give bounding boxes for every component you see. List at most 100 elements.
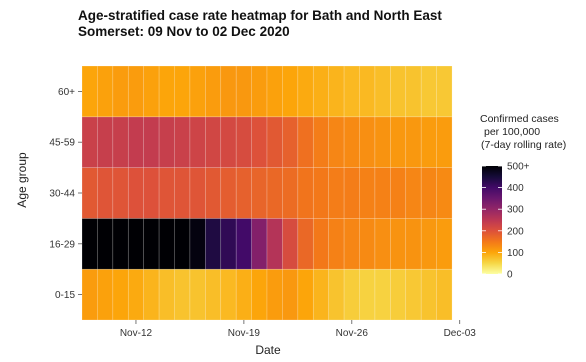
x-axis-ticks: Nov-12 Nov-19 Nov-26 Dec-03	[120, 320, 476, 339]
heatmap-cell	[266, 268, 283, 321]
heatmap-cell	[266, 116, 283, 168]
heatmap-cell	[312, 167, 330, 219]
heatmap-cell	[328, 65, 345, 118]
heatmap-cell	[220, 268, 237, 321]
heatmap-cell	[359, 268, 376, 321]
heatmap-cell	[205, 116, 222, 168]
heatmap-cell	[158, 218, 175, 270]
heatmap-cell	[328, 116, 345, 168]
heatmap-cell	[235, 167, 252, 219]
heatmap-cell	[405, 268, 422, 321]
legend-title-line-1: Confirmed cases	[480, 113, 559, 125]
heatmap-cell	[359, 116, 376, 168]
heatmap-cell	[174, 218, 191, 270]
heatmap-cell	[436, 65, 453, 118]
heatmap-cell	[297, 167, 314, 219]
heatmap-cell	[297, 65, 314, 118]
heatmap-cell	[266, 65, 283, 118]
heatmap-cell	[112, 268, 129, 321]
heatmap-cell	[251, 116, 268, 168]
heatmap-cell	[390, 65, 407, 118]
heatmap-cell	[97, 218, 114, 270]
heatmap-cell	[297, 268, 314, 321]
heatmap-cell	[143, 218, 160, 270]
heatmap-cell	[359, 65, 376, 118]
heatmap-cell	[112, 65, 129, 118]
heatmap-cell	[127, 218, 145, 270]
heatmap-cell	[374, 65, 391, 118]
heatmap-cell	[297, 116, 314, 168]
heatmap-cell	[127, 167, 145, 219]
heatmap-cell	[235, 218, 252, 270]
heatmap-cells	[81, 65, 453, 321]
color-legend: Confirmed cases per 100,000 (7-day rolli…	[480, 113, 566, 281]
y-tick-label: 60+	[58, 87, 75, 98]
heatmap-cell	[112, 167, 129, 219]
heatmap-cell	[81, 167, 98, 219]
heatmap-cell	[158, 167, 175, 219]
y-axis-title: Age group	[15, 152, 29, 208]
heatmap-cell	[220, 167, 237, 219]
heatmap-cell	[390, 218, 407, 270]
heatmap-cell	[343, 218, 360, 270]
heatmap-cell	[374, 268, 391, 321]
heatmap-cell	[420, 116, 437, 168]
heatmap-cell	[282, 65, 299, 118]
x-axis-title: Date	[255, 343, 281, 357]
heatmap-cell	[328, 167, 345, 219]
heatmap-cell	[143, 65, 160, 118]
heatmap-cell	[81, 65, 98, 118]
heatmap-cell	[235, 268, 252, 321]
heatmap-cell	[174, 167, 191, 219]
heatmap-cell	[343, 167, 360, 219]
heatmap-cell	[97, 268, 114, 321]
legend-tick-label: 500+	[507, 162, 530, 173]
y-tick-label: 0-15	[55, 290, 75, 301]
heatmap-cell	[359, 167, 376, 219]
heatmap-cell	[174, 268, 191, 321]
heatmap-cell	[127, 268, 145, 321]
heatmap-cell	[420, 65, 437, 118]
heatmap-cell	[420, 218, 437, 270]
heatmap-cell	[235, 116, 252, 168]
heatmap-cell	[205, 268, 222, 321]
heatmap-cell	[420, 167, 437, 219]
heatmap-cell	[374, 116, 391, 168]
legend-tick-label: 200	[507, 226, 524, 237]
heatmap-cell	[251, 167, 268, 219]
heatmap-cell	[282, 268, 299, 321]
heatmap-cell	[312, 218, 330, 270]
legend-ticks: 0 100 200 300 400 500+	[482, 162, 530, 281]
heatmap-cell	[405, 65, 422, 118]
x-tick-label: Nov-26	[336, 328, 369, 339]
heatmap-cell	[390, 167, 407, 219]
heatmap-cell	[343, 268, 360, 321]
heatmap-cell	[405, 167, 422, 219]
heatmap-cell	[297, 218, 314, 270]
heatmap-cell	[112, 116, 129, 168]
heatmap-cell	[405, 116, 422, 168]
heatmap-cell	[127, 116, 145, 168]
heatmap-cell	[436, 268, 453, 321]
heatmap-cell	[282, 116, 299, 168]
legend-color-bar	[482, 166, 502, 274]
heatmap-cell	[405, 218, 422, 270]
heatmap-cell	[374, 167, 391, 219]
heatmap-cell	[174, 65, 191, 118]
heatmap-cell	[282, 218, 299, 270]
heatmap-cell	[374, 218, 391, 270]
heatmap-cell	[81, 116, 98, 168]
heatmap-cell	[312, 65, 330, 118]
heatmap-cell	[359, 218, 376, 270]
heatmap-cell	[205, 218, 222, 270]
heatmap-cell	[220, 116, 237, 168]
y-tick-label: 30-44	[49, 189, 75, 200]
x-tick-label: Nov-19	[228, 328, 261, 339]
y-tick-label: 16-29	[49, 239, 75, 250]
heatmap-cell	[436, 167, 453, 219]
heatmap-cell	[282, 167, 299, 219]
legend-tick-label: 400	[507, 183, 524, 194]
heatmap-cell	[436, 116, 453, 168]
heatmap-cell	[390, 116, 407, 168]
